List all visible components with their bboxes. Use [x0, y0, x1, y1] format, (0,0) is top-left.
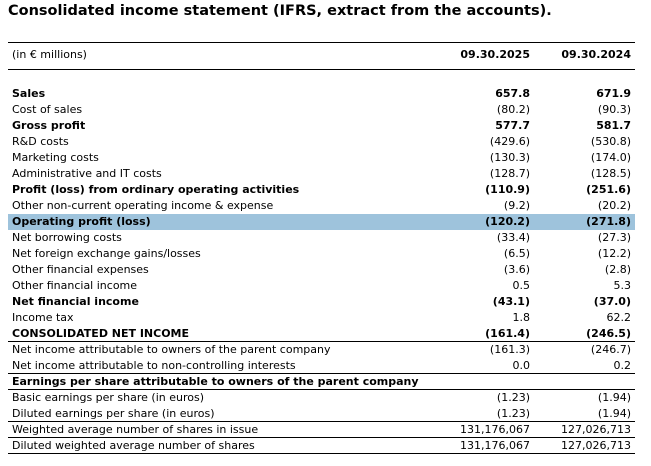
row-consolidated-net-income: CONSOLIDATED NET INCOME (161.4) (246.5) — [8, 326, 635, 342]
value-2024: (37.0) — [593, 295, 631, 308]
value-2025: (3.6) — [503, 263, 530, 276]
row-diluted-weighted-shares: Diluted weighted average number of share… — [8, 438, 635, 454]
row-label: Net borrowing costs — [12, 231, 122, 244]
row-label: Other non-current operating income & exp… — [12, 199, 274, 212]
row-label: Cost of sales — [12, 103, 83, 116]
row-label: Profit (loss) from ordinary operating ac… — [12, 183, 300, 196]
row-label: Net income attributable to owners of the… — [12, 343, 331, 356]
value-2025: 0.5 — [512, 279, 531, 292]
value-2024: (251.6) — [586, 183, 631, 196]
row-admin-it-costs: Administrative and IT costs (128.7) (128… — [8, 166, 635, 182]
row-other-financial-expenses: Other financial expenses (3.6) (2.8) — [8, 262, 635, 278]
row-other-non-current: Other non-current operating income & exp… — [8, 198, 635, 214]
value-2024: 0.2 — [613, 359, 632, 372]
value-2024: (128.5) — [590, 167, 631, 180]
value-2024: (90.3) — [597, 103, 631, 116]
value-2024: 671.9 — [596, 87, 631, 100]
value-2025: (429.6) — [489, 135, 530, 148]
value-2024: 5.3 — [613, 279, 632, 292]
value-2024: 127,026,713 — [561, 439, 631, 452]
value-2024: (246.5) — [586, 327, 631, 340]
value-2025: 657.8 — [495, 87, 530, 100]
value-2025: 0.0 — [512, 359, 531, 372]
row-label: Diluted earnings per share (in euros) — [12, 407, 215, 420]
row-label: CONSOLIDATED NET INCOME — [12, 327, 190, 340]
value-2025: (9.2) — [503, 199, 530, 212]
unit-label: (in € millions) — [12, 48, 87, 61]
row-fx-gains-losses: Net foreign exchange gains/losses (6.5) … — [8, 246, 635, 262]
value-2024: (530.8) — [590, 135, 631, 148]
row-gross-profit: Gross profit 577.7 581.7 — [8, 118, 635, 134]
value-2025: (1.23) — [496, 391, 530, 404]
row-label: Other financial expenses — [12, 263, 149, 276]
value-2025: (120.2) — [485, 215, 530, 228]
value-2024: (1.94) — [597, 407, 631, 420]
row-income-tax: Income tax 1.8 62.2 — [8, 310, 635, 326]
row-ordinary-operating-profit: Profit (loss) from ordinary operating ac… — [8, 182, 635, 198]
value-2024: (1.94) — [597, 391, 631, 404]
row-label: Net income attributable to non-controlli… — [12, 359, 296, 372]
value-2024: (271.8) — [586, 215, 631, 228]
value-2024: (20.2) — [597, 199, 631, 212]
row-basic-eps: Basic earnings per share (in euros) (1.2… — [8, 390, 635, 406]
value-2025: 131,176,067 — [460, 439, 530, 452]
section-label: Earnings per share attributable to owner… — [12, 375, 419, 388]
row-eps-section: Earnings per share attributable to owner… — [8, 374, 635, 390]
value-2024: (174.0) — [590, 151, 631, 164]
row-net-borrowing-costs: Net borrowing costs (33.4) (27.3) — [8, 230, 635, 246]
value-2024: (2.8) — [604, 263, 631, 276]
row-label: Administrative and IT costs — [12, 167, 162, 180]
row-diluted-eps: Diluted earnings per share (in euros) (1… — [8, 406, 635, 422]
row-label: R&D costs — [12, 135, 69, 148]
value-2024: (12.2) — [597, 247, 631, 260]
value-2024: 581.7 — [596, 119, 631, 132]
row-net-financial-income: Net financial income (43.1) (37.0) — [8, 294, 635, 310]
row-label: Other financial income — [12, 279, 138, 292]
value-2025: (161.3) — [489, 343, 530, 356]
row-label: Basic earnings per share (in euros) — [12, 391, 205, 404]
row-attrib-non-controlling: Net income attributable to non-controlli… — [8, 358, 635, 374]
row-label: Marketing costs — [12, 151, 99, 164]
row-rd-costs: R&D costs (429.6) (530.8) — [8, 134, 635, 150]
row-attrib-parent: Net income attributable to owners of the… — [8, 342, 635, 358]
value-2025: (1.23) — [496, 407, 530, 420]
table-header: (in € millions) 09.30.2025 09.30.2024 — [8, 42, 635, 70]
value-2025: (161.4) — [485, 327, 530, 340]
value-2024: (27.3) — [597, 231, 631, 244]
value-2025: 131,176,067 — [460, 423, 530, 436]
value-2024: (246.7) — [590, 343, 631, 356]
value-2025: (43.1) — [492, 295, 530, 308]
row-label: Operating profit (loss) — [12, 215, 151, 228]
value-2025: (80.2) — [496, 103, 530, 116]
value-2025: (33.4) — [496, 231, 530, 244]
value-2025: 577.7 — [495, 119, 530, 132]
row-marketing-costs: Marketing costs (130.3) (174.0) — [8, 150, 635, 166]
value-2024: 62.2 — [606, 311, 632, 324]
value-2025: (6.5) — [503, 247, 530, 260]
row-label: Net financial income — [12, 295, 139, 308]
table-body: Sales 657.8 671.9 Cost of sales (80.2) (… — [8, 86, 635, 454]
column-header-2024: 09.30.2024 — [561, 48, 631, 61]
row-other-financial-income: Other financial income 0.5 5.3 — [8, 278, 635, 294]
row-label: Income tax — [12, 311, 74, 324]
value-2025: (110.9) — [485, 183, 530, 196]
value-2025: 1.8 — [512, 311, 531, 324]
row-label: Weighted average number of shares in iss… — [12, 423, 259, 436]
column-header-2025: 09.30.2025 — [460, 48, 530, 61]
row-sales: Sales 657.8 671.9 — [8, 86, 635, 102]
row-weighted-shares: Weighted average number of shares in iss… — [8, 422, 635, 438]
page-title: Consolidated income statement (IFRS, ext… — [8, 3, 552, 19]
row-label: Gross profit — [12, 119, 86, 132]
value-2025: (128.7) — [489, 167, 530, 180]
row-label: Sales — [12, 87, 46, 100]
row-cost-of-sales: Cost of sales (80.2) (90.3) — [8, 102, 635, 118]
value-2024: 127,026,713 — [561, 423, 631, 436]
value-2025: (130.3) — [489, 151, 530, 164]
row-label: Net foreign exchange gains/losses — [12, 247, 201, 260]
row-operating-profit: Operating profit (loss) (120.2) (271.8) — [8, 214, 635, 230]
row-label: Diluted weighted average number of share… — [12, 439, 255, 452]
